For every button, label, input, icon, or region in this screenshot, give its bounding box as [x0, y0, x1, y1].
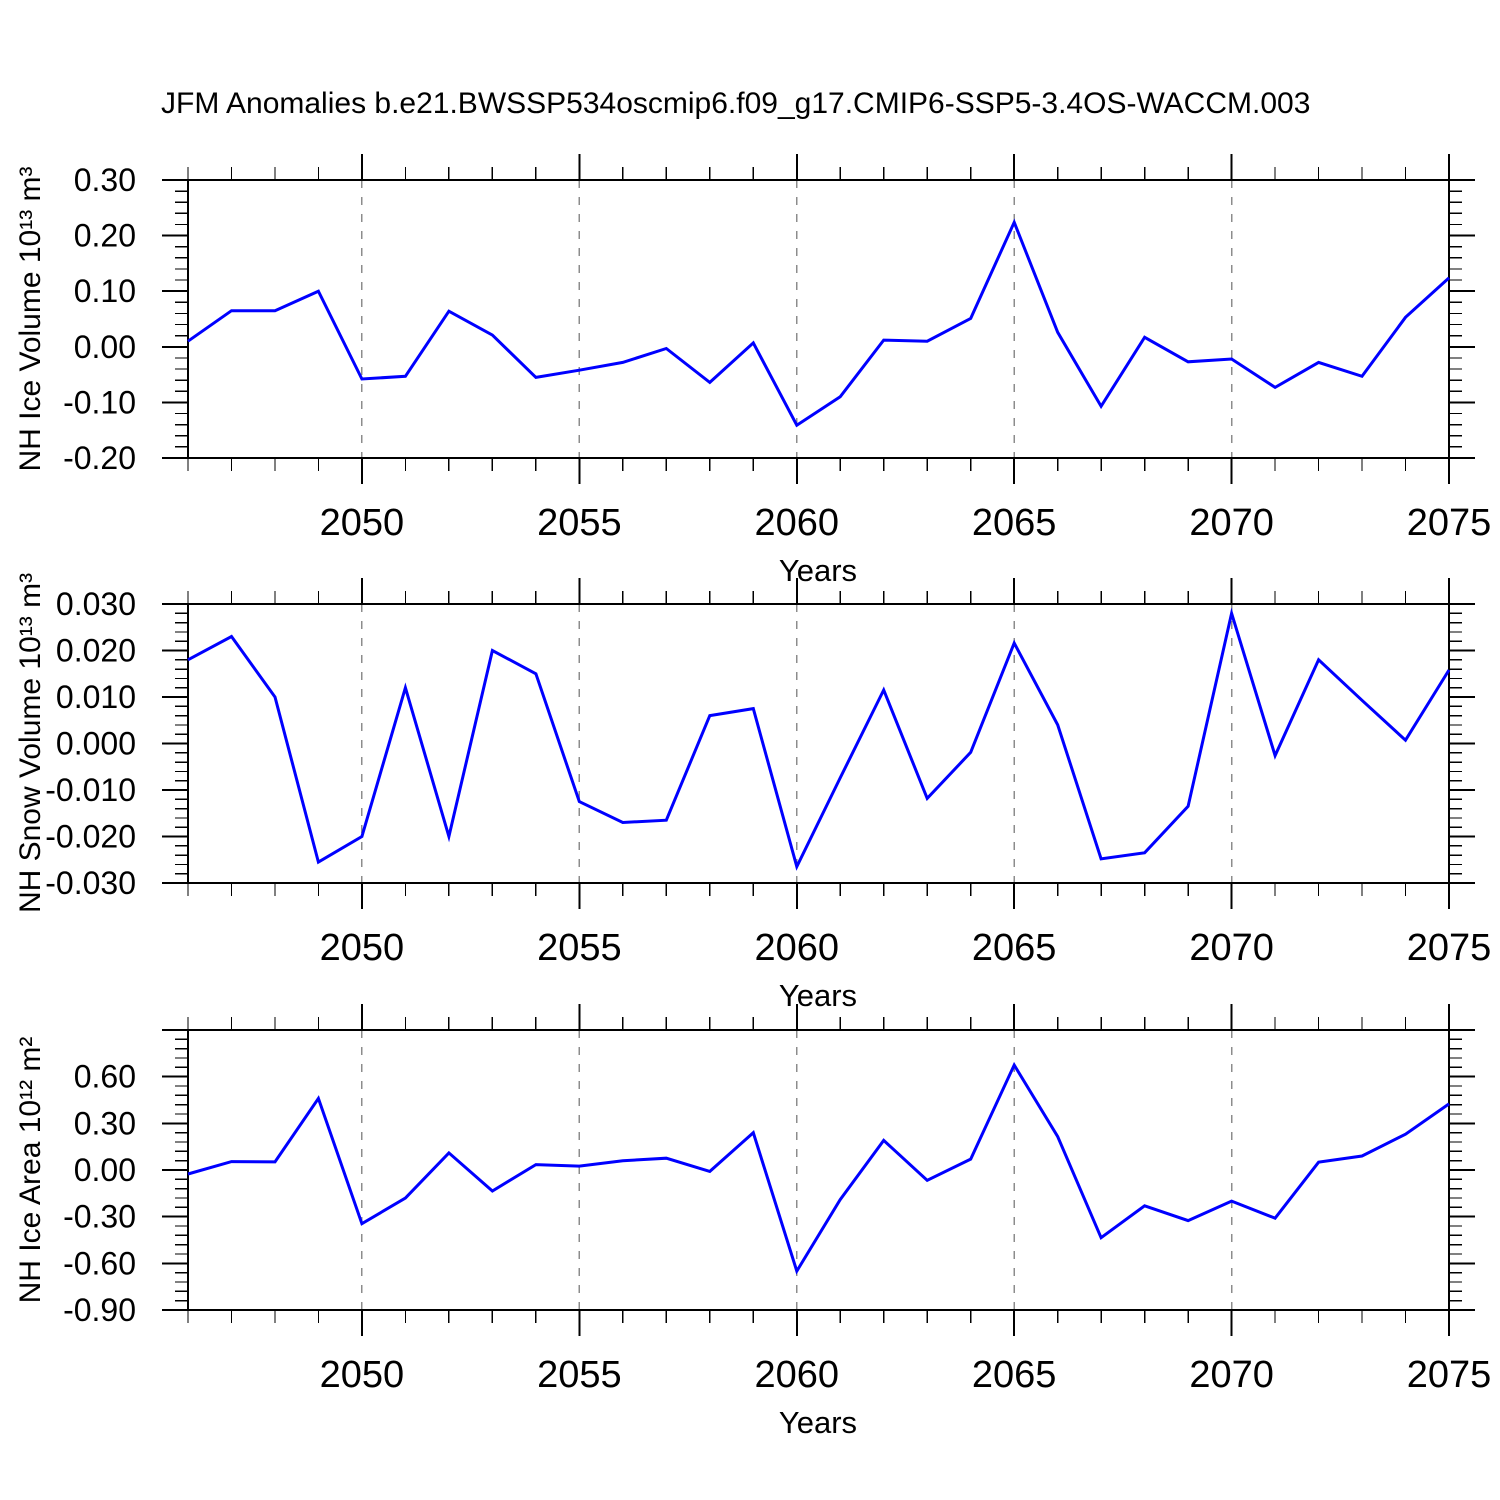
y-tick-label: 0.020	[56, 633, 136, 669]
x-tick-label: 2065	[972, 927, 1057, 969]
x-tick-label: 2060	[754, 1354, 839, 1396]
y-tick-label: -0.90	[63, 1292, 136, 1328]
panel-3: 0.60 0.30 0.00 -0.30 -0.60 -0.90 2050 2055 2060 2…	[63, 1004, 1491, 1396]
y-tick-label: -0.10	[63, 384, 136, 420]
x-tick-label: 2050	[320, 1354, 405, 1396]
x-tick-label: 2050	[320, 502, 405, 544]
y-tick-label: 0.000	[56, 726, 136, 762]
y-axis-title-ice-volume: NH Ice Volume 10¹³ m³	[14, 166, 47, 471]
chart-title: JFM Anomalies b.e21.BWSSP534oscmip6.f09_…	[161, 87, 1311, 120]
y-tick-label: 0.00	[74, 1152, 136, 1188]
x-tick-label: 2065	[972, 1354, 1057, 1396]
x-tick-label: 2055	[537, 1354, 622, 1396]
x-tick-label: 2055	[537, 502, 622, 544]
panel-2: 0.030 0.020 0.010 0.000 -0.010 -0.020 -0.030 20…	[45, 578, 1491, 969]
y-tick-label: -0.010	[45, 772, 136, 808]
x-tick-label: 2065	[972, 502, 1057, 544]
y-axis-title-ice-area: NH Ice Area 10¹² m²	[14, 1037, 47, 1304]
y-tick-label: 0.30	[74, 1105, 136, 1141]
y-tick-label: -0.30	[63, 1199, 136, 1235]
y-tick-label: 0.010	[56, 679, 136, 715]
y-tick-label: 0.10	[74, 273, 136, 309]
x-axis-title-panel3: Years	[779, 1405, 857, 1440]
plot-frame	[187, 179, 1450, 459]
x-tick-label: 2075	[1407, 502, 1492, 544]
x-tick-label: 2070	[1189, 1354, 1274, 1396]
y-tick-label: -0.60	[63, 1245, 136, 1281]
x-tick-label: 2055	[537, 927, 622, 969]
y-tick-label: 0.60	[74, 1059, 136, 1095]
x-tick-label: 2060	[754, 927, 839, 969]
y-tick-label: 0.30	[74, 162, 136, 198]
x-tick-label: 2070	[1189, 502, 1274, 544]
y-axis-title-snow-volume: NH Snow Volume 10¹³ m³	[14, 573, 47, 913]
data-line	[187, 1061, 1450, 1275]
panel-1: 0.30 0.20 0.10 0.00 -0.10 -0.20 2050 2055 2060 20…	[63, 154, 1491, 544]
y-tick-label: 0.030	[56, 586, 136, 622]
y-tick-label: -0.030	[45, 865, 136, 901]
x-tick-label: 2060	[754, 502, 839, 544]
panels-layer: 0.30 0.20 0.10 0.00 -0.10 -0.20 2050 2055 2060 20…	[45, 154, 1491, 1396]
y-tick-label: -0.020	[45, 819, 136, 855]
data-line	[187, 607, 1451, 871]
y-tick-label: -0.20	[63, 440, 136, 476]
x-tick-label: 2050	[320, 927, 405, 969]
x-tick-label: 2075	[1407, 927, 1492, 969]
y-tick-label: 0.00	[74, 329, 136, 365]
plot-frame	[187, 1029, 1450, 1311]
x-tick-label: 2075	[1407, 1354, 1492, 1396]
y-tick-label: 0.20	[74, 218, 136, 254]
data-line	[187, 218, 1451, 428]
x-tick-label: 2070	[1189, 927, 1274, 969]
x-axis-title-panel2: Years	[779, 978, 857, 1013]
x-axis-title-panel1: Years	[779, 553, 857, 588]
plot-frame	[187, 603, 1450, 884]
